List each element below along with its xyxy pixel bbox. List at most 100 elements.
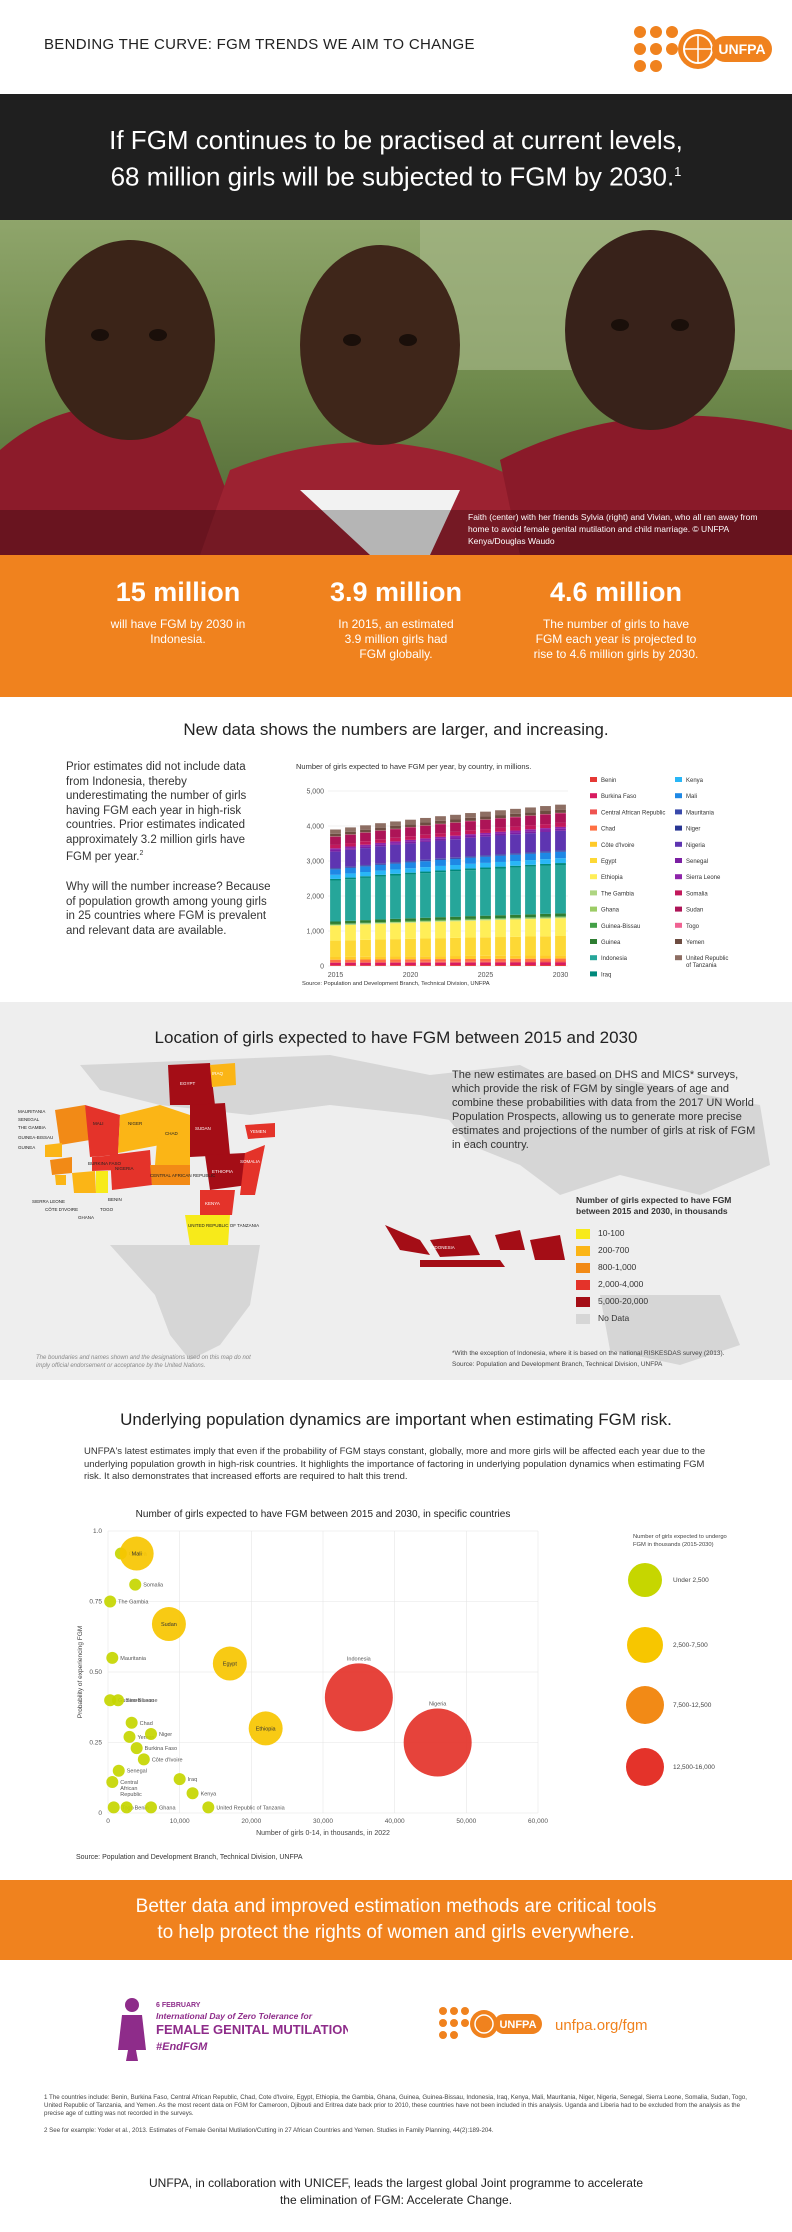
- map-mauritania: [55, 1105, 90, 1145]
- bubble-label: Benin: [135, 1805, 149, 1811]
- bar-segment: [495, 815, 506, 819]
- map-sierra-leone: [55, 1175, 66, 1185]
- stat-value: 4.6 million: [549, 577, 683, 607]
- headline-line-1: If FGM continues to be practised at curr…: [109, 125, 683, 155]
- bar-segment: [435, 917, 446, 920]
- bar-segment: [450, 920, 461, 921]
- bar-segment: [420, 817, 431, 823]
- bar-segment: [465, 965, 476, 966]
- bar-segment: [420, 825, 431, 835]
- bar-segment: [360, 872, 371, 877]
- bar-segment: [330, 921, 341, 924]
- legend-swatch: [590, 906, 597, 912]
- map-section-title: Location of girls expected to have FGM b…: [154, 1028, 638, 1047]
- bar-segment: [495, 965, 506, 966]
- bar-segment: [450, 916, 461, 920]
- map-egypt: [168, 1063, 215, 1105]
- map-label: MAURITANIA: [18, 1109, 45, 1114]
- map-label: GUINEA-BISSAU: [18, 1135, 53, 1140]
- stat-value: 15 million: [115, 577, 241, 607]
- bar-segment: [345, 846, 356, 849]
- bar-segment: [375, 923, 386, 924]
- bar-segment: [525, 853, 536, 861]
- bar-segment: [555, 916, 566, 918]
- bar-segment: [450, 831, 461, 836]
- bar-segment: [450, 965, 461, 966]
- bar-segment: [375, 962, 386, 966]
- bar-segment: [360, 844, 371, 847]
- bar-segment: [435, 836, 446, 839]
- bubble: [119, 1536, 154, 1571]
- bar-segment: [450, 956, 461, 960]
- bar-segment: [435, 816, 446, 821]
- legend-swatch: [590, 874, 597, 880]
- bar-segment: [405, 868, 416, 873]
- bar-segment: [555, 965, 566, 966]
- svg-text:FEMALE GENITAL MUTILATION: FEMALE GENITAL MUTILATION: [156, 2022, 348, 2037]
- map-guinea: [50, 1157, 72, 1175]
- bubble-label: Iraq: [188, 1777, 197, 1783]
- bar-segment: [525, 961, 536, 963]
- bar-segment: [480, 958, 491, 962]
- legend-label: Indonesia: [601, 956, 628, 962]
- map-senegal: [45, 1143, 62, 1157]
- bar-segment: [480, 919, 491, 920]
- bar-segment: [405, 959, 416, 962]
- fgm-world-map: MAURITANIA SENEGAL THE GAMBIA GUINEA-BIS…: [18, 1055, 770, 1365]
- bar-segment: [540, 851, 551, 853]
- bar-segment: [465, 813, 476, 818]
- bar-segment: [540, 806, 551, 812]
- bar-segment: [360, 924, 371, 940]
- unfpa-fgm-link[interactable]: unfpa.org/fgm: [555, 2017, 648, 2034]
- bar-segment: [375, 844, 386, 847]
- x-tick-label: 60,000: [528, 1818, 548, 1825]
- stat-value: 3.9 million: [329, 577, 463, 607]
- map-footnote: *With the exception of Indonesia, where …: [452, 1350, 725, 1357]
- bar-segment: [360, 832, 371, 842]
- bar-segment: [540, 962, 551, 966]
- section-title: Underlying population dynamics are impor…: [120, 1410, 672, 1429]
- headline-band: If FGM continues to be practised at curr…: [0, 94, 792, 220]
- bar-segment: [390, 825, 401, 829]
- bar-segment: [495, 915, 506, 919]
- bar-segment: [345, 962, 356, 966]
- bar-segment: [345, 920, 356, 924]
- bubble-label: The Gambia: [118, 1600, 149, 1606]
- why-increase-paragraph: Why will the number increase? Because of…: [66, 881, 271, 937]
- bubble-label: Burkina Faso: [145, 1746, 177, 1752]
- bubble-label: Central: [120, 1780, 138, 1786]
- bar-segment: [375, 870, 386, 875]
- bar-segment: [495, 961, 506, 963]
- bar-segment: [420, 956, 431, 960]
- bar-segment: [465, 955, 476, 959]
- bar-segment: [540, 852, 551, 860]
- legend-swatch: [590, 939, 597, 944]
- map-ghana: [96, 1171, 108, 1193]
- bar-segment: [540, 824, 551, 829]
- bar-segment: [345, 834, 356, 844]
- map-somalia: [240, 1145, 265, 1195]
- bar-segment: [435, 956, 446, 960]
- bubble: [186, 1787, 199, 1800]
- legend-swatch: [590, 971, 597, 977]
- bar-segment: [390, 869, 401, 874]
- bar-segment: [360, 865, 371, 867]
- bar-segment: [360, 876, 371, 878]
- bar-segment: [435, 840, 446, 859]
- bar-segment: [435, 865, 446, 871]
- svg-text:#EndFGM: #EndFGM: [156, 2041, 208, 2053]
- bar-segment: [510, 918, 521, 919]
- svg-text:UNFPA: UNFPA: [499, 2019, 536, 2031]
- bar-segment: [510, 917, 521, 919]
- bar-segment: [540, 828, 551, 831]
- bar-segment: [525, 919, 536, 937]
- bar-segment: [405, 836, 416, 840]
- map-indonesia-1: [385, 1225, 430, 1255]
- bar-segment: [435, 820, 446, 824]
- bar-segment: [375, 876, 386, 920]
- map-label: CENTRAL AFRICAN REPUBLIC: [150, 1173, 216, 1178]
- zero-tolerance-day-logo: 6 FEBRUARY International Day of Zero Tol…: [118, 1998, 348, 2061]
- legend-label: Chad: [601, 827, 615, 833]
- size-legend-bubble: [626, 1686, 664, 1724]
- legend-swatch: [590, 858, 597, 863]
